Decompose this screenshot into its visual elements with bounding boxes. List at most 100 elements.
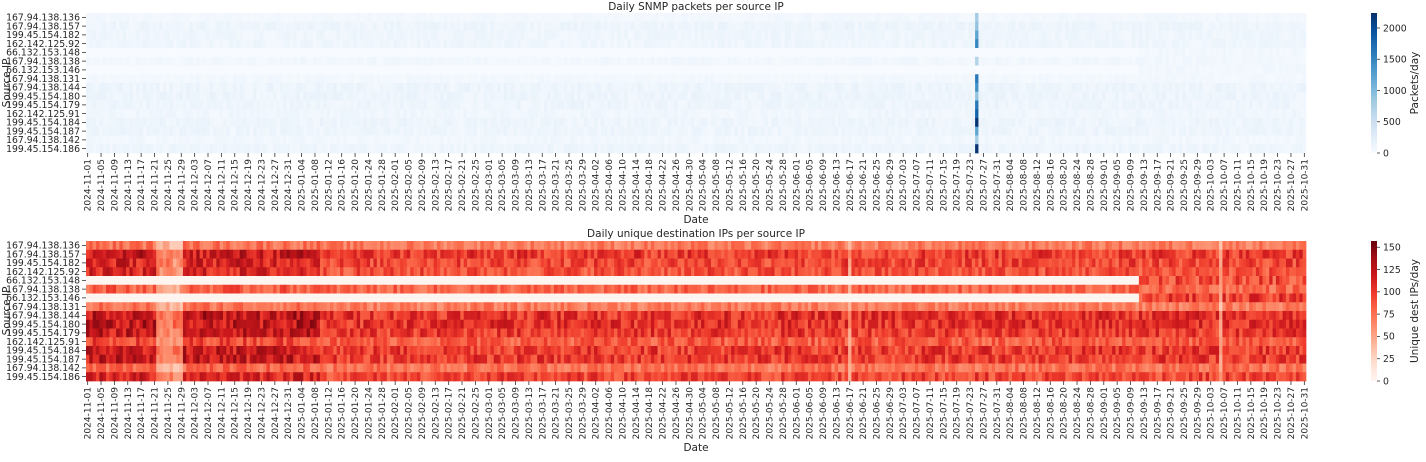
heatmap-cell (991, 100, 996, 110)
heatmap-cell (650, 13, 655, 23)
heatmap-cell (503, 109, 508, 119)
heatmap-cell (931, 65, 936, 75)
heatmap-cell (1028, 48, 1033, 58)
heatmap-cell (266, 74, 271, 84)
heatmap-cell (319, 56, 324, 66)
heatmap-cell (784, 126, 789, 136)
heatmap-cell (1001, 39, 1006, 49)
heatmap-cell (276, 21, 281, 31)
heatmap-cell (771, 48, 775, 58)
heatmap-cell (751, 30, 755, 40)
heatmap-cell (199, 74, 204, 84)
heatmap-cell (1212, 21, 1217, 31)
heatmap-cell (784, 100, 789, 110)
heatmap-cell (1058, 39, 1063, 49)
heatmap-cell (1245, 56, 1250, 66)
heatmap-cell (801, 56, 805, 66)
heatmap-cell (316, 109, 321, 119)
heatmap-cell (162, 65, 167, 75)
heatmap-cell (490, 74, 495, 84)
heatmap-cell (156, 39, 160, 49)
heatmap-cell (346, 100, 351, 110)
heatmap-cell (537, 56, 541, 66)
heatmap-cell (1262, 100, 1267, 110)
heatmap-cell (594, 39, 598, 49)
heatmap-cell (1232, 100, 1237, 110)
heatmap-cell (868, 100, 872, 110)
heatmap-cell (340, 21, 344, 31)
heatmap-cell (630, 56, 635, 66)
heatmap-cell (480, 83, 485, 93)
heatmap-cell (219, 118, 224, 128)
heatmap-cell (945, 30, 949, 40)
heatmap-cell (199, 13, 204, 23)
heatmap-cell (965, 48, 969, 58)
heatmap-cell (945, 100, 949, 110)
heatmap-cell (1155, 13, 1160, 23)
heatmap-cell (1239, 13, 1243, 23)
heatmap-cell (453, 126, 458, 136)
heatmap-cell (1102, 30, 1106, 40)
heatmap-cell (507, 118, 511, 128)
heatmap-cell (530, 65, 535, 75)
heatmap-cell (543, 56, 548, 66)
heatmap-cell (483, 118, 488, 128)
heatmap-cell (624, 65, 628, 75)
heatmap-cell (386, 30, 391, 40)
heatmap-cell (680, 91, 685, 101)
heatmap-cell (677, 100, 682, 110)
heatmap-cell (777, 48, 782, 58)
heatmap-cell (1125, 65, 1130, 75)
heatmap-cell (1185, 109, 1190, 119)
heatmap-cell (533, 56, 538, 66)
heatmap-cell (737, 100, 742, 110)
heatmap-cell (1082, 100, 1086, 110)
heatmap-cell (664, 118, 668, 128)
heatmap-cell (1072, 109, 1076, 119)
heatmap-cell (1175, 118, 1180, 128)
heatmap-cell (487, 21, 491, 31)
heatmap-cell (483, 109, 488, 119)
heatmap-cell (871, 30, 876, 40)
heatmap-cell (497, 109, 501, 119)
heatmap-cell (443, 126, 448, 136)
heatmap-cell (731, 126, 735, 136)
heatmap-cell (353, 30, 358, 40)
heatmap-cell (233, 91, 237, 101)
heatmap-cell (600, 83, 605, 93)
heatmap-cell (1018, 109, 1023, 119)
heatmap-cell (1195, 65, 1200, 75)
heatmap-cell (440, 21, 444, 31)
heatmap-cell (674, 56, 678, 66)
heatmap-cell (460, 65, 465, 75)
heatmap-cell (1199, 65, 1203, 75)
heatmap-cell (1128, 65, 1133, 75)
heatmap-cell (233, 83, 237, 93)
heatmap-cell (547, 39, 551, 49)
heatmap-cell (650, 56, 655, 66)
heatmap-cell (557, 56, 561, 66)
heatmap-cell (467, 21, 471, 31)
heatmap-cell (577, 48, 582, 58)
heatmap-cell (797, 39, 802, 49)
heatmap-cell (289, 118, 294, 128)
heatmap-cell (196, 74, 200, 84)
heatmap-cell (1118, 118, 1123, 128)
heatmap-cell (580, 21, 585, 31)
heatmap-cell (430, 13, 434, 23)
heatmap-cell (914, 65, 919, 75)
heatmap-cell (182, 83, 187, 93)
heatmap-cell (1242, 118, 1247, 128)
heatmap-cell (1122, 48, 1126, 58)
heatmap-cell (1125, 56, 1130, 66)
heatmap-cell (92, 39, 97, 49)
heatmap-cell (263, 126, 267, 136)
heatmap-cell (1162, 30, 1166, 40)
heatmap-cell (299, 118, 304, 128)
heatmap-cell (807, 48, 812, 58)
heatmap-cell (938, 13, 943, 23)
heatmap-cell (403, 91, 408, 101)
heatmap-cell (192, 109, 197, 119)
heatmap-cell (1128, 39, 1133, 49)
heatmap-cell (296, 109, 301, 119)
